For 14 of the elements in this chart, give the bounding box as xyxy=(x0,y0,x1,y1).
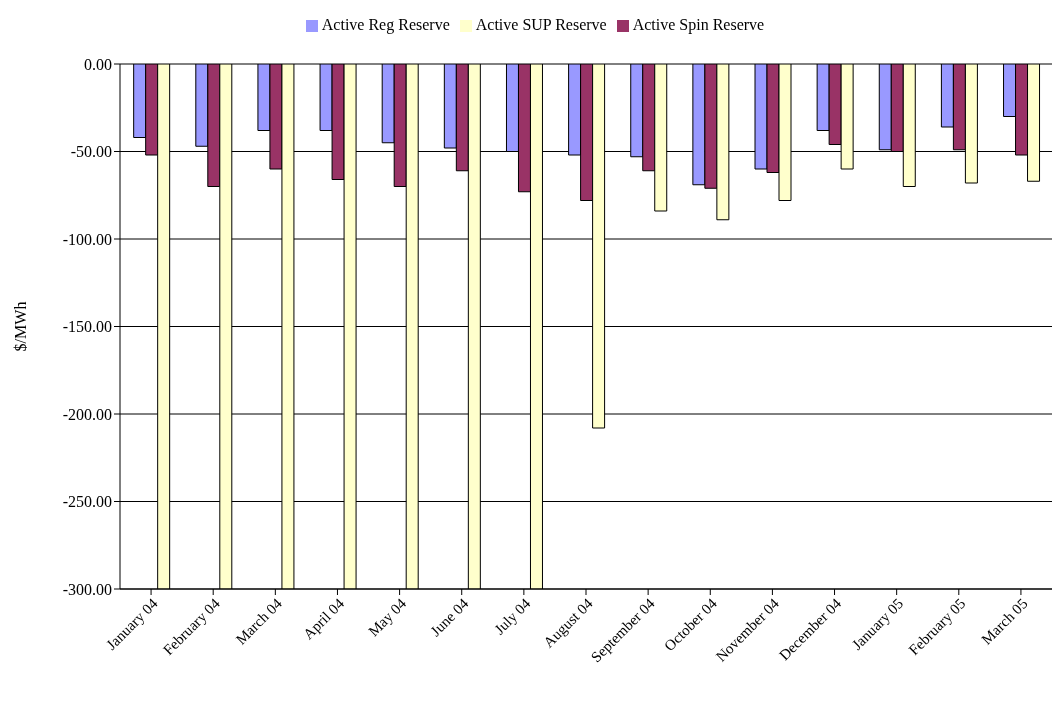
x-tick-label: July 04 xyxy=(491,594,534,638)
y-tick-label: -50.00 xyxy=(70,143,112,161)
y-tick-label: -300.00 xyxy=(62,580,112,598)
legend-label: Active Reg Reserve xyxy=(321,16,450,33)
y-tick-label: -100.00 xyxy=(62,230,112,248)
legend-label: Active SUP Reserve xyxy=(475,16,607,33)
x-tick-label: June 04 xyxy=(427,594,472,640)
y-tick-label: -200.00 xyxy=(62,405,112,423)
legend-label: Active Spin Reserve xyxy=(632,16,765,33)
y-axis-title: $/MWh xyxy=(11,301,29,352)
y-tick-label: -150.00 xyxy=(62,318,112,336)
y-tick-label: -250.00 xyxy=(62,493,112,511)
x-tick-label: May 04 xyxy=(365,594,410,640)
y-tick-label: 0.00 xyxy=(84,55,112,73)
